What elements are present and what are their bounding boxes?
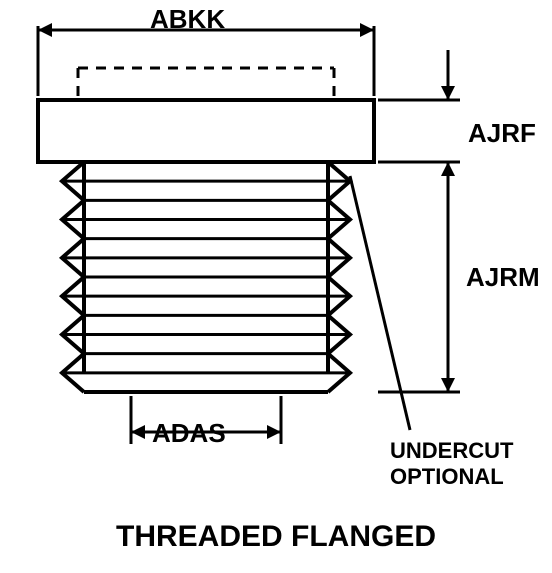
dim-label-ajrm: AJRM: [466, 262, 540, 293]
undercut-note-line2: OPTIONAL: [390, 464, 504, 490]
dim-label-adas: ADAS: [152, 418, 226, 449]
undercut-note-line1: UNDERCUT: [390, 438, 513, 464]
diagram-title: THREADED FLANGED: [0, 520, 552, 554]
dim-label-abkk: ABKK: [150, 4, 225, 35]
dim-label-ajrf: AJRF: [468, 118, 536, 149]
